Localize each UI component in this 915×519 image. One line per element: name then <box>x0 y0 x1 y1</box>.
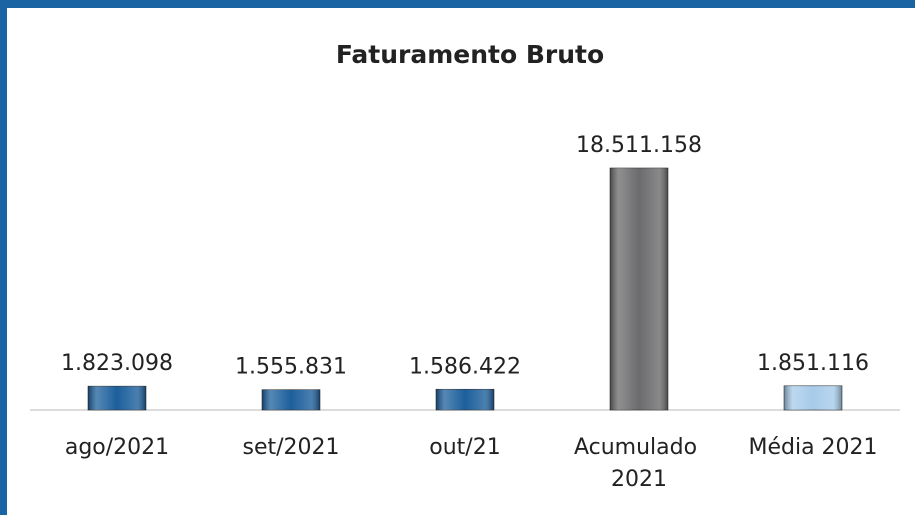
value-label: 1.851.116 <box>757 351 869 376</box>
value-label: 1.823.098 <box>61 351 173 376</box>
chart-title: Faturamento Bruto <box>336 40 604 69</box>
bar-shine <box>262 389 320 410</box>
bar-shine <box>88 386 146 410</box>
value-label: 1.555.831 <box>235 355 347 380</box>
x-tick-label: set/2021 <box>242 435 339 460</box>
bar-shine <box>610 168 668 410</box>
x-tick-label: Média 2021 <box>748 435 877 460</box>
x-tick-label: ago/2021 <box>65 435 169 460</box>
frame-top <box>0 0 915 8</box>
bar-shine <box>436 389 494 410</box>
value-label: 1.586.422 <box>409 354 521 379</box>
x-tick-label: Acumulado 2021 <box>574 435 704 492</box>
bar-shine <box>784 385 842 410</box>
x-tick-label: out/21 <box>429 435 500 460</box>
frame-left <box>0 0 7 515</box>
value-label: 18.511.158 <box>576 133 702 158</box>
